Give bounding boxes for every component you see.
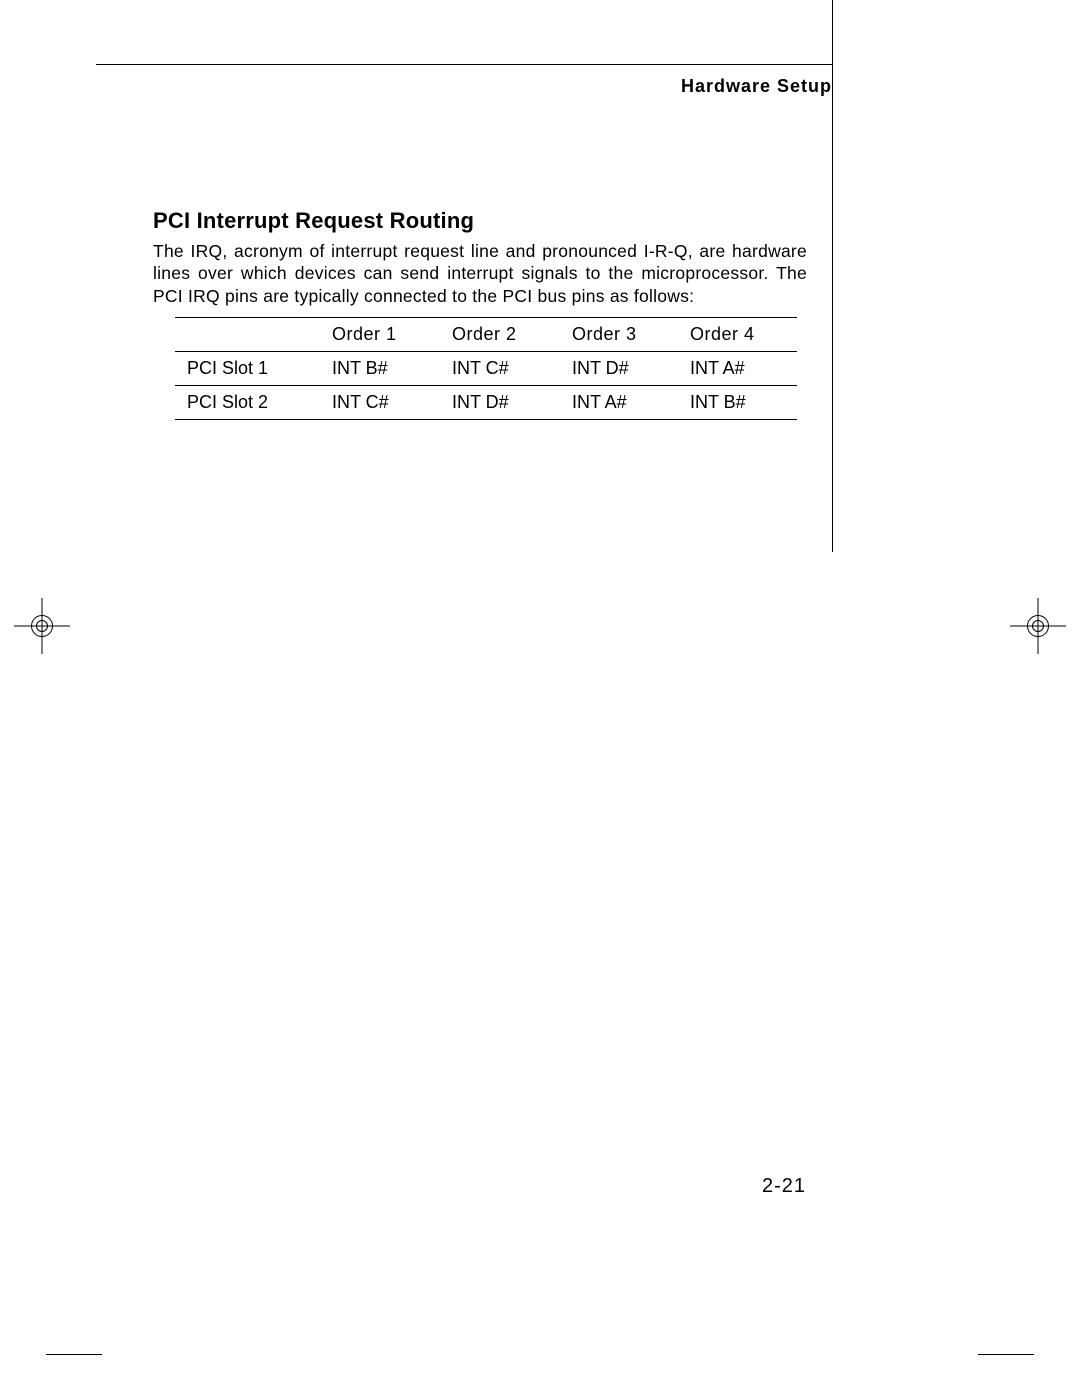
table-cell: INT B# (678, 386, 797, 420)
registration-mark-icon (14, 598, 70, 654)
table-cell: INT D# (440, 386, 560, 420)
page-number: 2-21 (96, 1175, 806, 1198)
table-header-cell: Order 2 (440, 318, 560, 352)
margin-rule (832, 0, 833, 552)
table-cell: INT A# (560, 386, 678, 420)
table-row: PCI Slot 2 INT C# INT D# INT A# INT B# (175, 386, 797, 420)
section-heading: PCI Interrupt Request Routing (153, 208, 807, 234)
table-header-cell (175, 318, 320, 352)
table-cell: INT B# (320, 352, 440, 386)
crop-mark-icon (978, 1354, 1034, 1355)
table-header-cell: Order 4 (678, 318, 797, 352)
table-header-cell: Order 3 (560, 318, 678, 352)
page-root: Hardware Setup PCI Interrupt Request Rou… (0, 0, 1080, 1397)
table-cell: INT A# (678, 352, 797, 386)
table-cell: PCI Slot 2 (175, 386, 320, 420)
body-paragraph: The IRQ, acronym of interrupt request li… (153, 240, 807, 307)
crop-mark-icon (46, 1354, 102, 1355)
table-header-row: Order 1 Order 2 Order 3 Order 4 (175, 318, 797, 352)
section-label: Hardware Setup (632, 76, 832, 97)
table-cell: INT C# (320, 386, 440, 420)
table-cell: PCI Slot 1 (175, 352, 320, 386)
table-cell: INT D# (560, 352, 678, 386)
header-rule (96, 64, 832, 65)
irq-routing-table: Order 1 Order 2 Order 3 Order 4 PCI Slot… (175, 317, 797, 420)
table-header-cell: Order 1 (320, 318, 440, 352)
table-cell: INT C# (440, 352, 560, 386)
table-row: PCI Slot 1 INT B# INT C# INT D# INT A# (175, 352, 797, 386)
registration-mark-icon (1010, 598, 1066, 654)
content-block: PCI Interrupt Request Routing The IRQ, a… (153, 208, 807, 420)
